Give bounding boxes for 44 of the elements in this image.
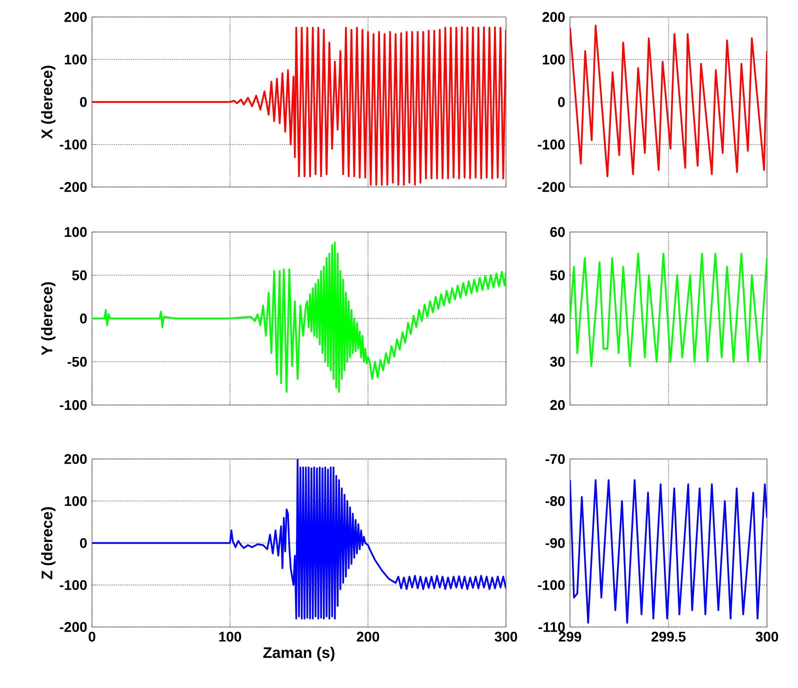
- line-series: [570, 252, 768, 367]
- y-tick-label: 20: [550, 400, 565, 410]
- y-tick-label: 100: [542, 54, 565, 64]
- y-tick-label: -100: [60, 140, 87, 150]
- line-series: [570, 24, 768, 178]
- x-tick-label: 200: [356, 632, 380, 642]
- y-tick-label: 200: [64, 454, 87, 464]
- y-tick-label: -100: [60, 580, 87, 590]
- x-tick-label: 300: [494, 632, 518, 642]
- y-tick-label: 0: [558, 97, 565, 107]
- x-tick-label: 299.5: [651, 632, 686, 642]
- y-tick-label: 200: [64, 12, 87, 22]
- y-tick-label: -200: [538, 182, 565, 192]
- y-tick-label: 100: [64, 54, 87, 64]
- y-tick-label: 100: [64, 496, 87, 506]
- y-tick-label: 50: [550, 270, 565, 280]
- y-axis-title: X (derece): [41, 66, 56, 139]
- y-tick-label: -100: [538, 140, 565, 150]
- y-tick-label: -50: [68, 356, 87, 367]
- y-tick-label: -200: [60, 622, 87, 632]
- y-axis-title: Y (derece): [41, 282, 56, 356]
- y-tick-label: 100: [64, 227, 87, 237]
- y-tick-label: -110: [538, 622, 565, 632]
- y-tick-label: -100: [538, 580, 565, 590]
- y-tick-label: 0: [80, 97, 87, 107]
- y-tick-label: 0: [80, 538, 87, 548]
- x-tick-label: 100: [219, 632, 242, 642]
- y-tick-label: -80: [546, 496, 565, 506]
- y-tick-label: -100: [60, 400, 87, 410]
- y-tick-label: 200: [542, 12, 565, 22]
- y-tick-label: -70: [546, 454, 565, 464]
- x-tick-label: 0: [88, 632, 96, 642]
- y-tick-label: 40: [550, 314, 565, 324]
- y-tick-label: 60: [550, 227, 565, 237]
- x-tick-label: 300: [756, 632, 778, 642]
- x-tick-label: 299: [558, 632, 582, 642]
- x-axis-title: Zaman (s): [263, 646, 334, 662]
- y-axis-title: Z (derece): [41, 507, 56, 580]
- y-tick-label: 30: [550, 356, 565, 367]
- y-tick-label: 0: [80, 314, 87, 324]
- y-tick-label: 50: [72, 270, 87, 280]
- y-tick-label: -90: [546, 538, 565, 548]
- y-tick-label: -200: [60, 182, 87, 192]
- line-series: [570, 479, 768, 624]
